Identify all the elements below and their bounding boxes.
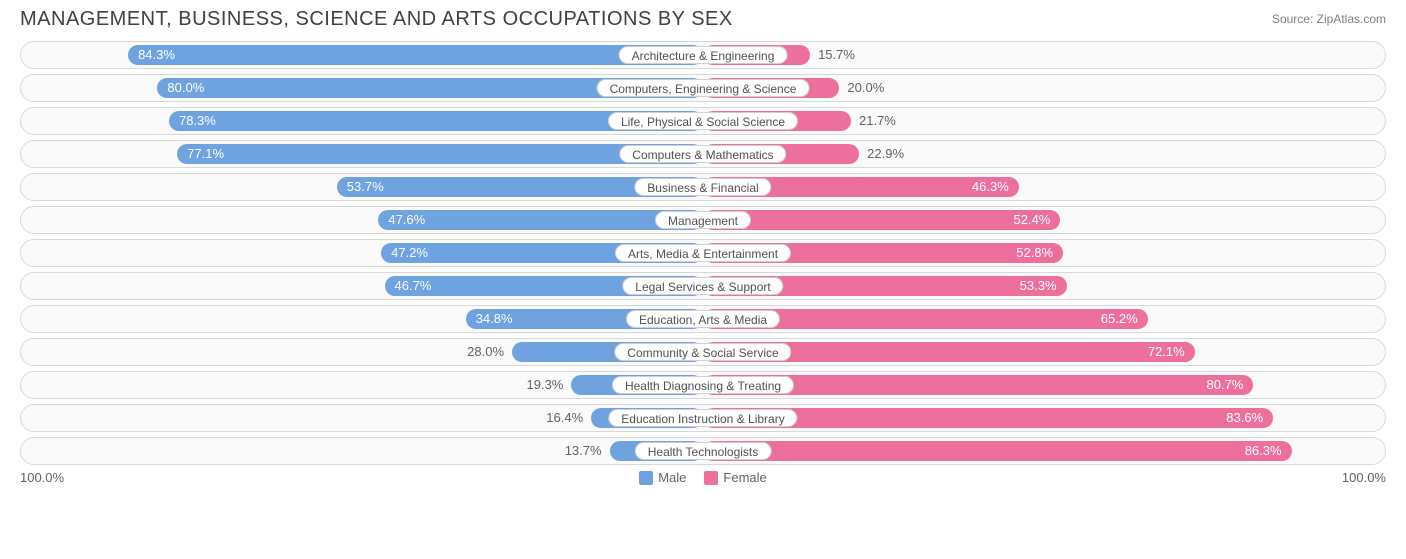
chart-row: 13.7% 86.3% Health Technologists [20, 437, 1386, 465]
female-value: 80.7% [1207, 372, 1254, 398]
chart-row: 34.8% 65.2% Education, Arts & Media [20, 305, 1386, 333]
male-value: 78.3% [169, 108, 216, 134]
category-label: Legal Services & Support [622, 277, 783, 295]
axis-legend-row: 100.0% Male Female 100.0% [20, 470, 1386, 485]
female-value: 72.1% [1148, 339, 1195, 365]
legend-male-swatch [639, 471, 653, 485]
male-value: 77.1% [177, 141, 224, 167]
female-value: 52.8% [1016, 240, 1063, 266]
category-label: Education, Arts & Media [626, 310, 780, 328]
female-bar [703, 441, 1292, 461]
chart-row: 80.0% 20.0% Computers, Engineering & Scien… [20, 74, 1386, 102]
category-label: Computers & Mathematics [619, 145, 786, 163]
legend-female: Female [704, 470, 766, 485]
chart-title: MANAGEMENT, BUSINESS, SCIENCE AND ARTS O… [20, 8, 733, 31]
male-value: 46.7% [385, 273, 432, 299]
legend-female-label: Female [723, 470, 766, 485]
male-value: 84.3% [128, 42, 175, 68]
category-label: Architecture & Engineering [619, 46, 788, 64]
category-label: Life, Physical & Social Science [608, 112, 798, 130]
category-label: Management [655, 211, 751, 229]
female-value: 53.3% [1020, 273, 1067, 299]
chart-row: 47.6% 52.4% Management [20, 206, 1386, 234]
category-label: Education Instruction & Library [608, 409, 797, 427]
male-value: 47.6% [378, 207, 425, 233]
male-value: 34.8% [466, 306, 513, 332]
male-value: 16.4% [546, 405, 591, 431]
chart-row: 46.7% 53.3% Legal Services & Support [20, 272, 1386, 300]
axis-left-label: 100.0% [20, 470, 64, 485]
male-bar [128, 45, 703, 65]
female-value: 20.0% [839, 75, 884, 101]
female-value: 22.9% [859, 141, 904, 167]
legend-male-label: Male [658, 470, 686, 485]
male-value: 47.2% [381, 240, 428, 266]
legend-female-swatch [704, 471, 718, 485]
male-value: 13.7% [565, 438, 610, 464]
female-value: 52.4% [1014, 207, 1061, 233]
axis-right-label: 100.0% [1342, 470, 1386, 485]
category-label: Community & Social Service [614, 343, 791, 361]
category-label: Arts, Media & Entertainment [615, 244, 791, 262]
category-label: Health Technologists [635, 442, 772, 460]
chart-rows: 84.3% 15.7% Architecture & Engineering 80.0… [20, 41, 1386, 465]
chart-row: 53.7% 46.3% Business & Financial [20, 173, 1386, 201]
male-value: 19.3% [527, 372, 572, 398]
female-value: 21.7% [851, 108, 896, 134]
male-value: 80.0% [157, 75, 204, 101]
female-value: 46.3% [972, 174, 1019, 200]
chart-row: 19.3% 80.7% Health Diagnosing & Treating [20, 371, 1386, 399]
chart-row: 78.3% 21.7% Life, Physical & Social Scienc… [20, 107, 1386, 135]
category-label: Computers, Engineering & Science [597, 79, 810, 97]
male-value: 53.7% [337, 174, 384, 200]
female-value: 65.2% [1101, 306, 1148, 332]
source-attribution: Source: ZipAtlas.com [1272, 8, 1386, 26]
chart-row: 77.1% 22.9% Computers & Mathematics [20, 140, 1386, 168]
category-label: Business & Financial [634, 178, 771, 196]
female-bar [703, 210, 1060, 230]
female-value: 15.7% [810, 42, 855, 68]
chart-row: 16.4% 83.6% Education Instruction & Librar… [20, 404, 1386, 432]
category-label: Health Diagnosing & Treating [612, 376, 794, 394]
chart-row: 28.0% 72.1% Community & Social Service [20, 338, 1386, 366]
legend-male: Male [639, 470, 686, 485]
header: MANAGEMENT, BUSINESS, SCIENCE AND ARTS O… [20, 8, 1386, 31]
female-value: 83.6% [1226, 405, 1273, 431]
legend: Male Female [639, 470, 767, 485]
chart-row: 47.2% 52.8% Arts, Media & Entertainment [20, 239, 1386, 267]
chart-row: 84.3% 15.7% Architecture & Engineering [20, 41, 1386, 69]
male-value: 28.0% [467, 339, 512, 365]
female-value: 86.3% [1245, 438, 1292, 464]
